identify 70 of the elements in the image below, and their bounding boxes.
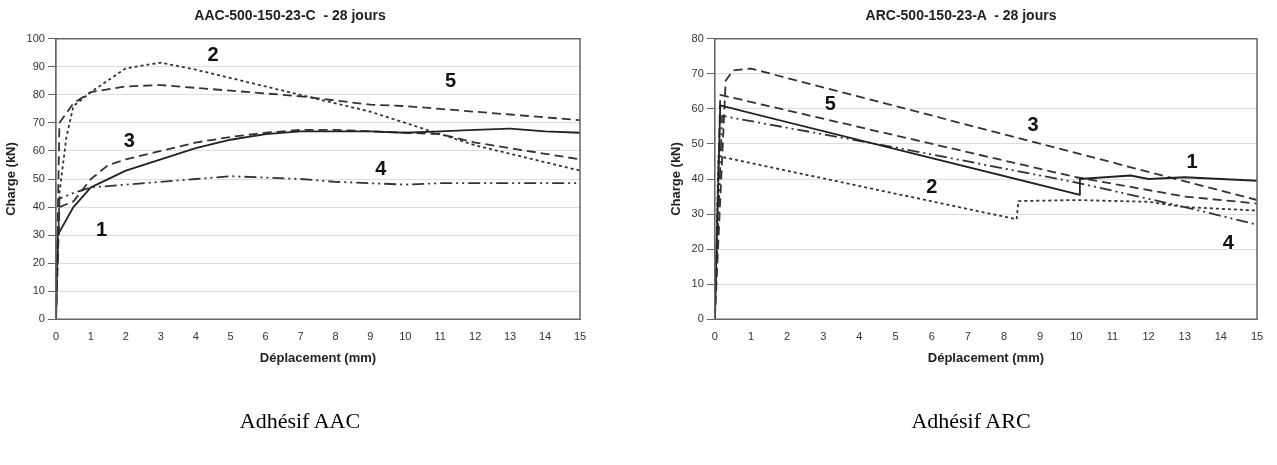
y-tick-label: 30 — [32, 228, 45, 241]
x-axis-title: Déplacement (mm) — [259, 349, 377, 365]
y-tick-label: 40 — [691, 172, 704, 185]
y-tick-label: 100 — [26, 31, 45, 44]
y-axis-title: Charge (kN) — [668, 142, 684, 216]
series-label: 1 — [95, 217, 108, 240]
x-tick-label: 13 — [504, 329, 517, 342]
x-tick-label: 4 — [856, 329, 863, 342]
x-tick-label: 14 — [1214, 329, 1227, 342]
y-tick-label: 60 — [32, 143, 45, 156]
chart-title: AAC-500-150-23-C - 28 jours — [194, 7, 386, 24]
y-tick-label: 90 — [32, 59, 45, 72]
x-tick-label: 8 — [332, 329, 339, 342]
x-tick-label: 10 — [1070, 329, 1083, 342]
x-tick-label: 14 — [538, 329, 552, 342]
y-tick-label: 80 — [691, 31, 704, 44]
x-tick-label: 6 — [928, 329, 935, 342]
x-tick-label: 9 — [367, 329, 374, 342]
x-tick-label: 12 — [469, 329, 482, 342]
y-tick-label: 20 — [691, 242, 704, 255]
series-label: 3 — [123, 129, 135, 152]
x-tick-label: 2 — [122, 329, 129, 342]
y-tick-label: 80 — [32, 87, 45, 100]
x-tick-label: 2 — [784, 329, 791, 342]
text: Adhésif AAC — [238, 408, 362, 434]
series-label: 4 — [375, 157, 388, 180]
series-label: 3 — [1027, 113, 1039, 136]
series-label: 1 — [1186, 150, 1198, 173]
x-tick-label: 3 — [157, 329, 164, 342]
x-tick-label: 0 — [711, 329, 718, 342]
x-tick-label: 8 — [1000, 329, 1008, 342]
y-tick-label: 60 — [691, 101, 704, 114]
x-tick-label: 5 — [892, 329, 899, 342]
y-tick-label: 10 — [691, 277, 704, 290]
text: Adhésif ARC — [910, 408, 1032, 434]
y-axis-title: Charge (kN) — [3, 142, 19, 216]
x-tick-label: 5 — [227, 329, 234, 342]
x-tick-label: 11 — [1106, 329, 1119, 342]
x-tick-label: 10 — [399, 329, 412, 342]
y-tick-label: 20 — [32, 256, 45, 269]
x-axis-title: Déplacement (mm) — [927, 349, 1045, 365]
x-tick-label: 4 — [192, 329, 199, 342]
series-label: 4 — [1222, 231, 1235, 254]
y-tick-label: 70 — [32, 115, 45, 128]
x-tick-label: 1 — [747, 329, 755, 342]
x-tick-label: 3 — [820, 329, 827, 342]
y-tick-label: 10 — [32, 284, 45, 297]
x-tick-label: 7 — [964, 329, 971, 342]
x-tick-label: 11 — [434, 329, 446, 342]
chart-title: ARC-500-150-23-A - 28 jours — [865, 7, 1057, 24]
series-label: 5 — [445, 69, 457, 92]
x-tick-label: 6 — [262, 329, 269, 342]
y-tick-label: 70 — [691, 66, 704, 79]
series-label: 5 — [824, 91, 836, 114]
x-tick-label: 15 — [1250, 329, 1264, 342]
y-tick-label: 0 — [38, 312, 45, 325]
y-tick-label: 50 — [32, 172, 45, 185]
x-tick-label: 13 — [1178, 329, 1191, 342]
x-tick-label: 0 — [52, 329, 60, 342]
x-tick-label: 15 — [573, 329, 587, 342]
y-tick-label: 30 — [691, 207, 704, 220]
x-tick-label: 12 — [1142, 329, 1155, 342]
y-tick-label: 50 — [691, 136, 704, 149]
series-label: 2 — [926, 174, 938, 197]
x-tick-label: 7 — [297, 329, 304, 342]
y-tick-label: 40 — [32, 200, 45, 213]
y-tick-label: 0 — [697, 312, 704, 325]
x-tick-label: 9 — [1037, 329, 1044, 342]
series-label: 2 — [207, 43, 219, 66]
x-tick-label: 1 — [87, 329, 94, 342]
